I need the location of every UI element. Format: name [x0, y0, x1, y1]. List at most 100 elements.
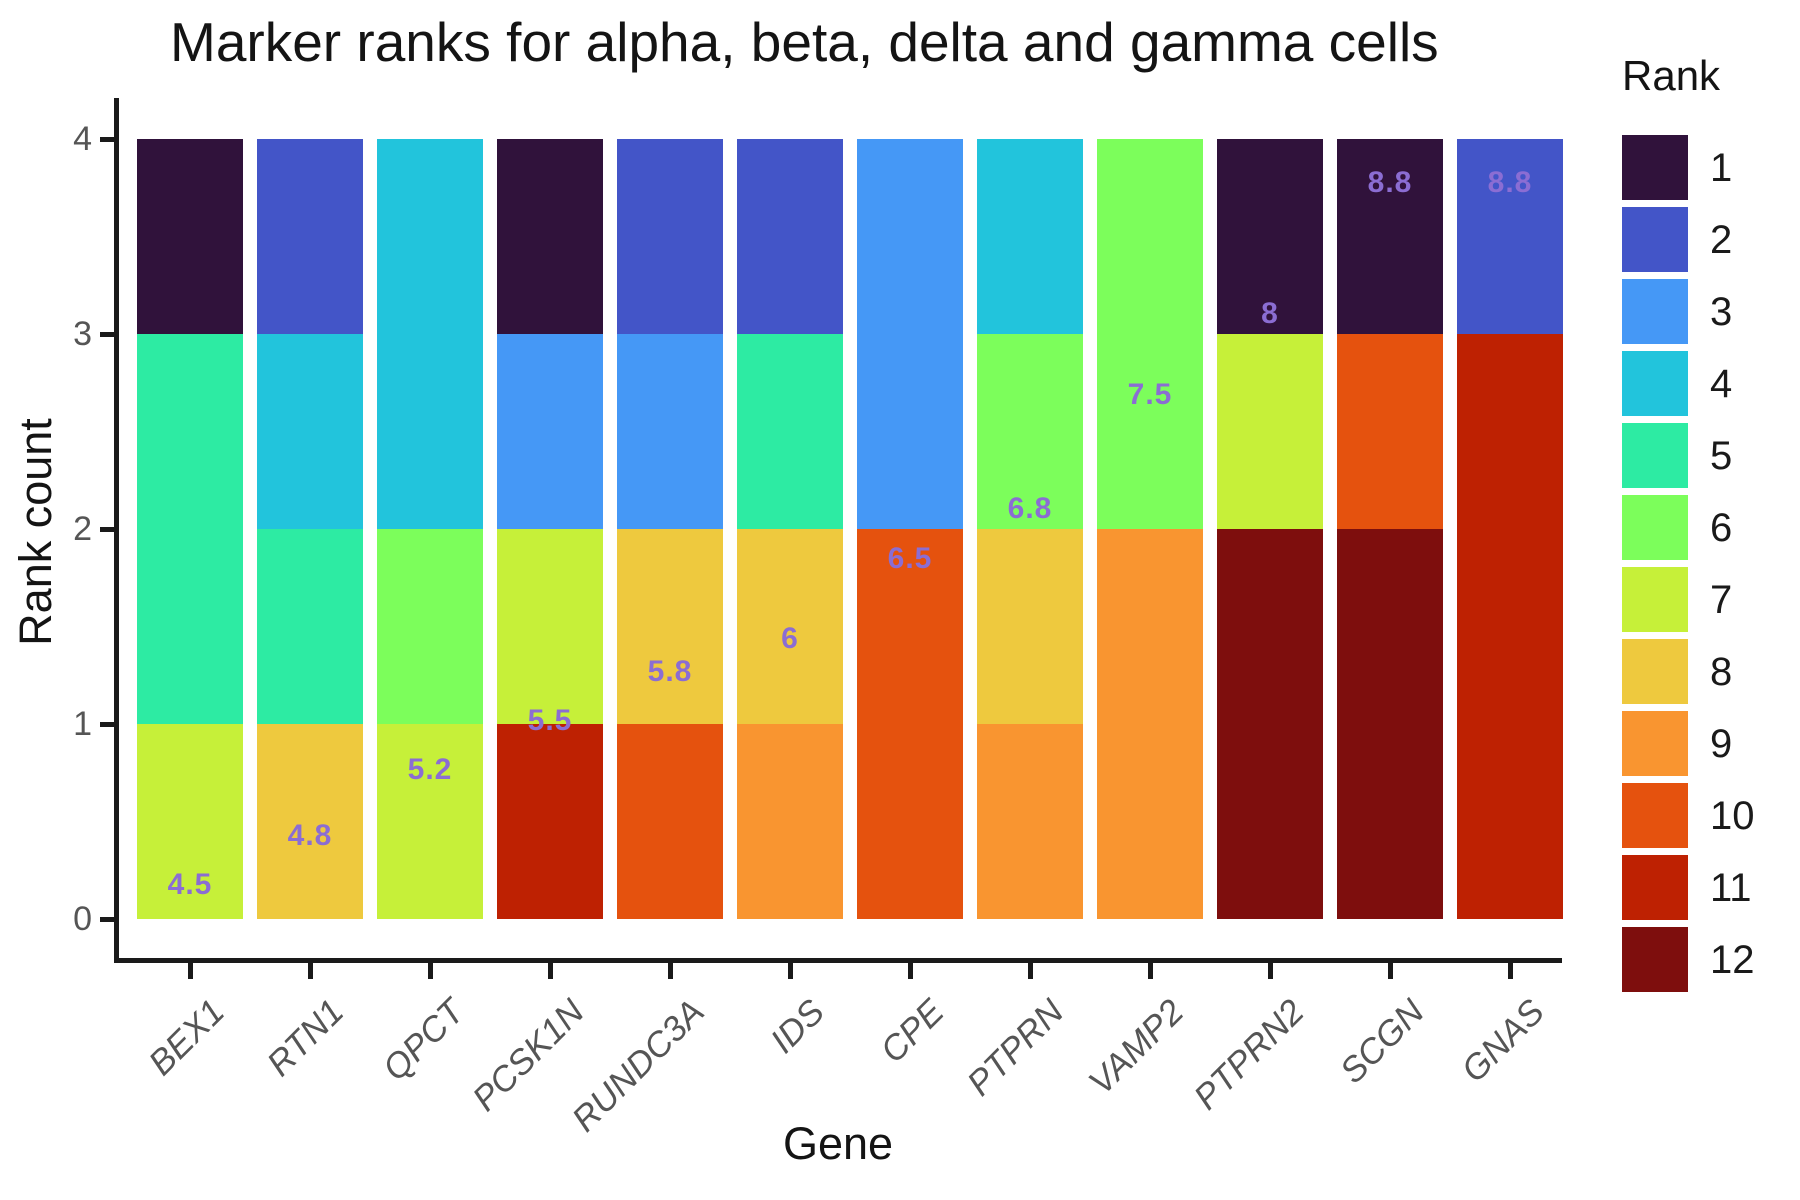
bar-value-label: 5.8	[647, 655, 693, 688]
bar-segment-rank-3	[497, 334, 603, 529]
y-tick-mark	[100, 722, 116, 727]
legend-label: 9	[1710, 722, 1733, 766]
bar-segment-rank-3	[857, 334, 963, 529]
x-tick-label: QPCT	[375, 992, 472, 1089]
bar-segment-rank-1	[137, 139, 243, 334]
legend-label: 10	[1710, 794, 1755, 838]
x-tick-mark	[1148, 963, 1153, 979]
y-tick-mark	[100, 137, 116, 142]
legend-swatch-rank-3	[1622, 279, 1688, 344]
bar-segment-rank-9	[737, 724, 843, 919]
x-tick-mark	[188, 963, 193, 979]
legend-label: 7	[1710, 578, 1733, 622]
bar-segment-rank-10	[1337, 334, 1443, 529]
legend-label: 2	[1710, 218, 1733, 262]
bar-value-label: 4.5	[167, 868, 213, 901]
bar-segment-rank-1	[1217, 139, 1323, 334]
bar-segment-rank-12	[1217, 724, 1323, 919]
bar-segment-rank-1	[1337, 139, 1443, 334]
y-tick-label: 0	[73, 900, 92, 938]
bar-segment-rank-5	[737, 334, 843, 529]
x-tick-label: PTPRN	[960, 992, 1072, 1104]
legend-label: 6	[1710, 506, 1733, 550]
x-tick-mark	[1388, 963, 1393, 979]
bar-segment-rank-8	[977, 529, 1083, 724]
bar-value-label: 6	[781, 622, 799, 655]
legend-swatch-rank-7	[1622, 567, 1688, 632]
legend-swatch-rank-12	[1622, 927, 1688, 992]
x-tick-mark	[668, 963, 673, 979]
chart-title: Marker ranks for alpha, beta, delta and …	[170, 11, 1439, 73]
bar-value-label: 5.5	[527, 704, 573, 737]
y-tick-label: 1	[73, 705, 92, 743]
bar-value-label: 4.8	[287, 819, 333, 852]
legend-label: 3	[1710, 290, 1733, 334]
x-tick-label: VAMP2	[1081, 992, 1192, 1103]
x-tick-label: BEX1	[140, 992, 232, 1083]
y-axis-line	[114, 98, 119, 963]
bar-segment-rank-8	[617, 529, 723, 724]
bar-segment-rank-7	[377, 724, 483, 919]
bar-segment-rank-10	[857, 724, 963, 919]
x-tick-mark	[308, 963, 313, 979]
bar-segment-rank-1	[497, 139, 603, 334]
bar-segment-rank-6	[1097, 334, 1203, 529]
x-tick-mark	[908, 963, 913, 979]
bar-value-label: 5.2	[407, 753, 453, 786]
bar-segment-rank-7	[497, 529, 603, 724]
legend-swatch-rank-4	[1622, 351, 1688, 416]
bar-value-label: 6.5	[887, 542, 933, 575]
bar-segment-rank-9	[1097, 724, 1203, 919]
legend-label: 8	[1710, 650, 1733, 694]
bar-segment-rank-4	[977, 139, 1083, 334]
bar-segment-rank-12	[1337, 724, 1443, 919]
x-tick-mark	[548, 963, 553, 979]
y-tick-mark	[100, 332, 116, 337]
x-tick-label: PCSK1N	[464, 992, 592, 1119]
bar-segment-rank-11	[1457, 334, 1563, 529]
bar-segment-rank-3	[857, 139, 963, 334]
bar-segment-rank-4	[377, 334, 483, 529]
bar-segment-rank-6	[1097, 139, 1203, 334]
bar-segment-rank-5	[137, 529, 243, 724]
x-tick-label: RTN1	[259, 992, 352, 1084]
legend-swatch-rank-11	[1622, 855, 1688, 920]
x-tick-label: GNAS	[1453, 992, 1552, 1090]
legend-title: Rank	[1622, 52, 1721, 99]
bar-value-label: 8.8	[1487, 166, 1533, 199]
x-tick-mark	[1028, 963, 1033, 979]
bar-segment-rank-2	[737, 139, 843, 334]
legend-swatch-rank-5	[1622, 423, 1688, 488]
bar-segment-rank-5	[137, 334, 243, 529]
bar-value-label: 8	[1261, 297, 1279, 330]
legend-label: 11	[1710, 866, 1752, 910]
bar-segment-rank-12	[1337, 529, 1443, 724]
legend-label: 12	[1710, 938, 1755, 982]
bar-segment-rank-7	[1217, 334, 1323, 529]
x-axis-title: Gene	[782, 1118, 894, 1169]
legend-label: 1	[1710, 146, 1733, 190]
bar-segment-rank-6	[977, 334, 1083, 529]
x-tick-mark	[428, 963, 433, 979]
bar-segment-rank-12	[1217, 529, 1323, 724]
y-tick-label: 4	[73, 120, 92, 158]
x-tick-label: IDS	[762, 992, 832, 1061]
legend-swatch-rank-9	[1622, 711, 1688, 776]
bar-segment-rank-4	[377, 139, 483, 334]
bar-segment-rank-11	[1457, 529, 1563, 724]
legend-swatch-rank-6	[1622, 495, 1688, 560]
legend-label: 4	[1710, 362, 1733, 406]
bar-segment-rank-11	[497, 724, 603, 919]
bar-segment-rank-9	[1097, 529, 1203, 724]
bar-value-label: 7.5	[1127, 378, 1173, 411]
y-tick-label: 2	[73, 510, 92, 548]
x-tick-label: SCGN	[1332, 992, 1432, 1092]
y-tick-label: 3	[73, 315, 92, 353]
bar-segment-rank-5	[257, 529, 363, 724]
legend-swatch-rank-1	[1622, 135, 1688, 200]
x-tick-mark	[1268, 963, 1273, 979]
legend-swatch-rank-8	[1622, 639, 1688, 704]
legend-swatch-rank-10	[1622, 783, 1688, 848]
